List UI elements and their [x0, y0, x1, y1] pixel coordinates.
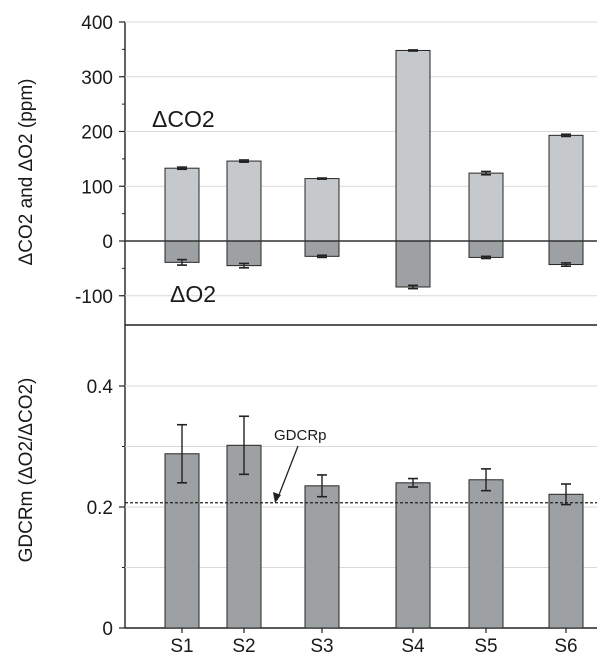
bottom-y-tick-label: 0.2: [87, 498, 113, 519]
bar-delta-co2-s4: [395, 49, 431, 242]
bar-delta-o2-s4: [395, 240, 431, 288]
bar-delta-co2-s1: [164, 167, 200, 242]
bar-delta-co2-s3: [304, 178, 340, 242]
x-tick-label-s1: S1: [170, 636, 193, 656]
bar-delta-co2-s6: [548, 134, 584, 242]
bottom-grid: [125, 385, 597, 568]
gdcr-arrow: [276, 445, 299, 501]
x-tick-label-s2: S2: [232, 636, 255, 656]
bottom-y-tick-label: 0.4: [87, 377, 114, 398]
bar-gdcr-s4: [395, 482, 431, 629]
bar-gdcr-s6: [548, 493, 584, 629]
annotation-delta-co2: ΔCO2: [152, 106, 215, 132]
bottom-y-tick-label: 0: [102, 619, 113, 640]
top-y-tick-label: 100: [81, 177, 113, 198]
top-y-tick-label: -100: [75, 287, 113, 308]
top-panel: 400 300 200 100 0 -100 ΔCO2 ΔO2 ΔCO2 and ΔO2 …: [16, 13, 597, 326]
bar-delta-o2-s3: [304, 240, 340, 257]
bottom-bars: [164, 415, 584, 629]
x-tick-label-s4: S4: [401, 636, 425, 656]
top-y-ticks: 400 300 200 100 0 -100: [75, 13, 125, 308]
top-grid: [125, 21, 597, 297]
bar-delta-o2-s6: [548, 240, 584, 266]
bar-delta-o2-s5: [468, 240, 504, 258]
bar-delta-o2-s2: [226, 240, 262, 267]
gdcr-arrowhead: [273, 492, 281, 503]
top-y-tick-label: 200: [81, 123, 113, 144]
bar-delta-co2-s2: [226, 160, 262, 242]
bar-gdcr-s5: [468, 479, 504, 629]
bar-delta-co2-s5: [468, 172, 504, 242]
bar-gdcr-s2: [226, 444, 262, 629]
bottom-y-axis-label: GDCRm (ΔO2/ΔCO2): [16, 378, 37, 563]
top-y-tick-label: 0: [102, 232, 113, 253]
bottom-y-ticks: 0.4 0.2 0: [87, 377, 125, 640]
top-y-tick-label: 300: [81, 68, 113, 89]
x-tick-labels: S1 S2 S3 S4 S5 S6: [170, 628, 578, 656]
top-bars: [164, 49, 584, 290]
gdcr-reference-label: GDCRp: [274, 427, 327, 444]
x-tick-label-s3: S3: [310, 636, 333, 656]
bar-gdcr-s3: [304, 485, 340, 629]
bottom-panel: 0.40.20 GDCRp GDCRm (ΔO2/ΔCO2) S1 S2 S3 S4 S…: [16, 325, 597, 656]
top-y-axis-label: ΔCO2 and ΔO2 (ppm): [16, 79, 37, 266]
annotation-delta-o2: ΔO2: [170, 281, 216, 307]
x-tick-label-s6: S6: [554, 636, 577, 656]
x-tick-label-s5: S5: [474, 636, 497, 656]
top-y-tick-label: 400: [81, 13, 113, 34]
